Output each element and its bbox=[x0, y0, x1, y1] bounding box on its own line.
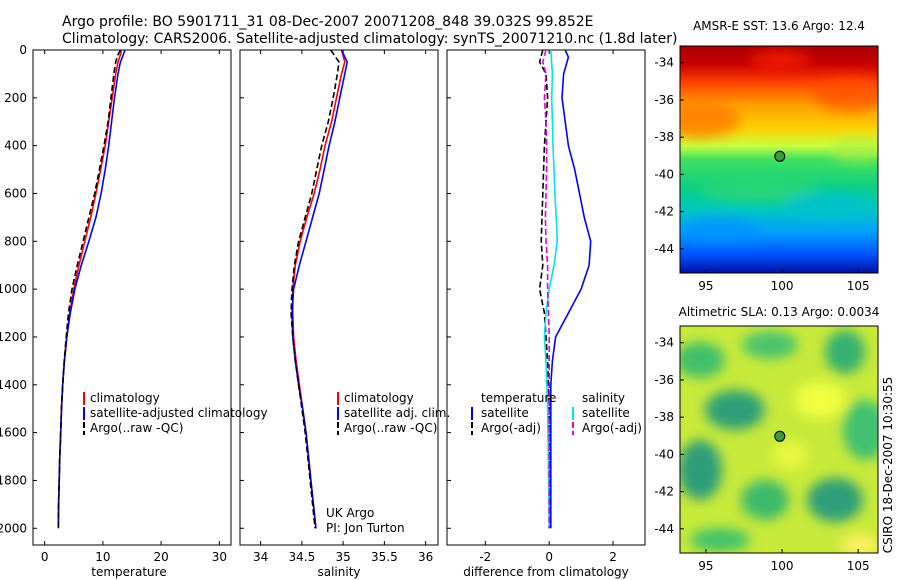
temperature-tick-labels: 0 10 20 30 bbox=[41, 50, 227, 564]
temperature-axes-frame bbox=[32, 49, 232, 546]
lon-tick-label: 105 bbox=[847, 279, 870, 293]
sst-lat-tick-labels: -34 -36 -38 -40 -42 -44 95 100 105 bbox=[654, 56, 869, 293]
annotation-pi: PI: Jon Turton bbox=[326, 521, 405, 535]
y-tick-label: 400 bbox=[4, 139, 27, 153]
sla-map-frame bbox=[679, 325, 879, 554]
x-tick-label: 2 bbox=[609, 550, 617, 564]
sst-heatmap bbox=[680, 46, 878, 273]
x-tick-label: 35.5 bbox=[371, 550, 398, 564]
lat-tick-label: -38 bbox=[654, 410, 674, 424]
header-line-2: Climatology: CARS2006. Satellite-adjuste… bbox=[62, 31, 677, 47]
lat-tick-label: -34 bbox=[654, 336, 674, 350]
series-line-temperature-argo-adj- bbox=[538, 49, 550, 529]
y-tick-label: 200 bbox=[4, 91, 27, 105]
lat-tick-label: -40 bbox=[654, 167, 674, 181]
series-line-satellite-adj-clim- bbox=[291, 49, 349, 529]
header-line-1: Argo profile: BO 5901711_31 08-Dec-2007 … bbox=[62, 14, 594, 30]
x-tick-label: 20 bbox=[153, 550, 168, 564]
profile-location-marker bbox=[774, 430, 786, 442]
x-tick-label: -2 bbox=[479, 550, 491, 564]
salinity-axes-frame bbox=[239, 49, 439, 546]
lat-tick-label: -42 bbox=[654, 485, 674, 499]
series-line-salinity-argo-adj- bbox=[541, 49, 550, 529]
lat-tick-label: -34 bbox=[654, 56, 674, 70]
series-line-salinity-satellite bbox=[543, 49, 559, 529]
legend-group-temperature: temperature bbox=[481, 391, 556, 405]
salinity-axis-label: salinity bbox=[317, 565, 360, 579]
depth-tick-labels: 0 200 400 600 800 1000 1200 1400 1600 1800 2000 bbox=[0, 43, 37, 535]
x-tick-label: 30 bbox=[212, 550, 227, 564]
difference-legend: temperature satellite Argo(-adj) salinit… bbox=[471, 391, 642, 435]
temperature-series bbox=[57, 49, 126, 529]
lon-tick-label: 95 bbox=[698, 279, 713, 293]
y-tick-label: 0 bbox=[19, 43, 27, 57]
series-line-satellite-adjusted-climatology bbox=[57, 49, 126, 529]
x-tick-label: 0 bbox=[41, 550, 49, 564]
sla-heatmap bbox=[680, 326, 878, 553]
profile-location-marker bbox=[774, 150, 786, 162]
legend-temp-argo: Argo(-adj) bbox=[481, 421, 541, 435]
salinity-panel: 34 34.5 35 35.5 36 salinity climatology sate… bbox=[239, 49, 450, 579]
y-tick-label: 1600 bbox=[0, 426, 27, 440]
lon-tick-label: 100 bbox=[771, 559, 794, 573]
lat-tick-label: -38 bbox=[654, 130, 674, 144]
y-tick-label: 600 bbox=[4, 186, 27, 200]
x-tick-label: 0 bbox=[545, 550, 553, 564]
sla-map-panel: Altimetric SLA: 0.13 Argo: 0.0034 -34 -36… bbox=[654, 305, 880, 573]
x-tick-label: 36 bbox=[418, 550, 433, 564]
y-tick-label: 2000 bbox=[0, 521, 27, 535]
sst-map-title: AMSR-E SST: 13.6 Argo: 12.4 bbox=[693, 19, 865, 33]
series-line-argo-raw-qc- bbox=[290, 49, 340, 529]
lon-tick-label: 105 bbox=[847, 559, 870, 573]
lat-tick-label: -44 bbox=[654, 242, 674, 256]
legend-group-salinity: salinity bbox=[582, 391, 625, 405]
series-line-climatology bbox=[292, 49, 346, 529]
salinity-series bbox=[290, 49, 349, 529]
legend-sal-satellite: satellite bbox=[582, 406, 630, 420]
legend-argo: Argo(..raw -QC) bbox=[90, 421, 183, 435]
temperature-panel: 0 200 400 600 800 1000 1200 1400 1600 1800 2000 0 1… bbox=[0, 43, 268, 579]
y-tick-label: 1800 bbox=[0, 473, 27, 487]
sst-map-frame bbox=[679, 45, 879, 274]
lat-tick-label: -36 bbox=[654, 373, 674, 387]
lat-tick-label: -44 bbox=[654, 522, 674, 536]
difference-tick-labels: -2 0 2 bbox=[447, 49, 617, 564]
legend-climatology: climatology bbox=[344, 391, 414, 405]
lat-tick-label: -40 bbox=[654, 447, 674, 461]
y-tick-label: 1000 bbox=[0, 282, 27, 296]
sst-map-panel: AMSR-E SST: 13.6 Argo: 12.4 -34 -36 -38 -40… bbox=[654, 19, 879, 293]
salinity-tick-labels: 34 34.5 35 35.5 36 bbox=[240, 49, 433, 564]
lon-tick-label: 95 bbox=[698, 559, 713, 573]
difference-panel: -2 0 2 difference from climatology tempera… bbox=[446, 49, 646, 579]
temperature-axis-label: temperature bbox=[91, 565, 166, 579]
sla-lon-tick-labels: 95 100 105 bbox=[698, 549, 870, 573]
lat-tick-label: -42 bbox=[654, 205, 674, 219]
difference-axis-label: difference from climatology bbox=[463, 565, 629, 579]
x-tick-label: 34.5 bbox=[289, 550, 316, 564]
y-tick-label: 1400 bbox=[0, 378, 27, 392]
credit-text: CSIRO 18-Dec-2007 10:30:55 bbox=[881, 377, 895, 554]
salinity-legend: climatology satellite adj. clim. Argo(..… bbox=[337, 391, 450, 435]
temperature-legend: climatology satellite-adjusted climatolo… bbox=[83, 391, 268, 435]
legend-satellite-adjusted: satellite-adjusted climatology bbox=[90, 406, 268, 420]
difference-series bbox=[538, 49, 592, 529]
legend-sal-argo: Argo(-adj) bbox=[582, 421, 642, 435]
annotation-uk-argo: UK Argo bbox=[326, 506, 374, 520]
y-tick-label: 800 bbox=[4, 234, 27, 248]
legend-argo: Argo(..raw -QC) bbox=[344, 421, 437, 435]
series-line-temperature-satellite bbox=[550, 49, 592, 529]
lon-tick-label: 100 bbox=[771, 279, 794, 293]
sla-lat-tick-labels: -34 -36 -38 -40 -42 -44 bbox=[654, 336, 684, 536]
x-tick-label: 35 bbox=[335, 550, 350, 564]
legend-climatology: climatology bbox=[90, 391, 160, 405]
series-line-argo-raw-qc- bbox=[57, 49, 122, 529]
x-tick-label: 10 bbox=[95, 550, 110, 564]
lat-tick-label: -36 bbox=[654, 93, 674, 107]
legend-satellite-adj: satellite adj. clim. bbox=[344, 406, 450, 420]
legend-temp-satellite: satellite bbox=[481, 406, 529, 420]
x-tick-label: 34 bbox=[253, 550, 268, 564]
y-tick-label: 1200 bbox=[0, 330, 27, 344]
sla-map-title: Altimetric SLA: 0.13 Argo: 0.0034 bbox=[679, 305, 880, 319]
